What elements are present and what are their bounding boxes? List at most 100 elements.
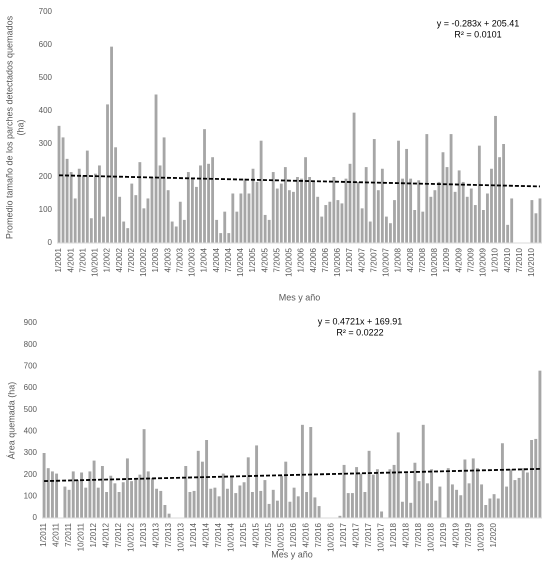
bar [309, 427, 313, 518]
bar [121, 482, 125, 518]
bar [445, 167, 449, 243]
bar [296, 177, 299, 243]
bar [223, 211, 227, 243]
bar [239, 193, 243, 243]
bar [413, 210, 417, 243]
y-tick-label: 0 [33, 513, 38, 522]
bar [305, 492, 309, 518]
bar [473, 205, 477, 243]
x-tick-label: 4/2014 [202, 522, 211, 547]
x-tick-label: 1/2008 [394, 247, 403, 272]
bar [397, 140, 400, 243]
bar [340, 203, 344, 243]
bar [316, 196, 320, 243]
bar [287, 190, 291, 243]
bar [267, 219, 271, 243]
bar [371, 474, 375, 518]
bar [308, 177, 312, 243]
bar [360, 208, 364, 243]
bar [188, 492, 192, 518]
bar [292, 487, 296, 518]
x-tick-label: 7/2002 [127, 247, 136, 272]
x-tick-label: 10/2014 [227, 522, 236, 551]
bar [225, 488, 229, 518]
y-tick-label: 800 [24, 340, 38, 349]
y-tick-label: 400 [24, 426, 38, 435]
bar [457, 170, 461, 243]
bar [167, 513, 171, 518]
bar [355, 467, 359, 518]
x-tick-label: 10/2017 [377, 522, 386, 551]
bar [184, 466, 188, 518]
bar [203, 129, 206, 243]
bar [267, 503, 271, 518]
x-tick-label: 7/2017 [364, 522, 373, 547]
x-tick-label: 7/2010 [515, 247, 524, 272]
y-tick-label: 200 [24, 470, 38, 479]
bar [324, 205, 328, 243]
bar [300, 424, 304, 518]
bar [246, 457, 250, 518]
bar [250, 492, 254, 518]
bar [192, 490, 196, 518]
bar [409, 502, 413, 518]
bar [465, 196, 469, 243]
bar [356, 181, 360, 243]
bar [92, 460, 96, 518]
x-tick-label: 1/2009 [442, 247, 451, 272]
bar [471, 458, 475, 518]
bar [461, 181, 465, 243]
bar [417, 481, 421, 518]
bar [425, 483, 429, 518]
bar [490, 168, 493, 243]
bar [352, 112, 356, 244]
x-tick-label: 1/2012 [89, 522, 98, 547]
bar [154, 94, 158, 243]
bar [380, 511, 384, 518]
bar [372, 139, 376, 243]
bar [230, 475, 234, 518]
bar [538, 370, 542, 518]
bar [174, 226, 178, 243]
bar [530, 440, 534, 518]
x-tick-label: 1/2002 [103, 247, 112, 272]
bar [130, 183, 134, 243]
bar [55, 473, 59, 518]
bar [496, 498, 500, 518]
x-tick-label: 7/2001 [78, 247, 87, 272]
x-tick-label: 7/2004 [224, 247, 233, 272]
bar [61, 137, 65, 243]
bar [486, 193, 489, 243]
x-tick-label: 4/2015 [252, 522, 261, 547]
trendline-equation: y = -0.283x + 205.41 [437, 18, 520, 28]
x-tick-label: 1/2003 [151, 247, 160, 272]
bar [271, 172, 275, 243]
bar [453, 191, 457, 243]
bar [88, 471, 92, 518]
bar [142, 208, 146, 243]
x-tick-label: 10/2009 [479, 247, 488, 276]
bar [363, 492, 367, 518]
bar [186, 172, 190, 243]
bar [469, 188, 473, 243]
bar [69, 172, 73, 243]
bar [65, 158, 69, 243]
bar [146, 471, 150, 518]
bar [328, 201, 332, 243]
x-tick-label: 10/2018 [427, 522, 436, 551]
x-tick-label: 10/2015 [277, 522, 286, 551]
bar [209, 488, 213, 518]
y-tick-label: 500 [24, 405, 38, 414]
bar [178, 201, 182, 243]
bar [346, 493, 350, 518]
bar [75, 480, 79, 518]
bar [207, 163, 210, 243]
bar [158, 165, 162, 243]
bar [413, 462, 417, 518]
bar [284, 461, 288, 518]
x-tick-label: 10/2006 [333, 247, 342, 276]
bar [213, 487, 217, 518]
bar [313, 497, 317, 518]
x-tick-label: 4/2010 [503, 247, 512, 272]
x-tick-label: 4/2005 [260, 247, 269, 272]
